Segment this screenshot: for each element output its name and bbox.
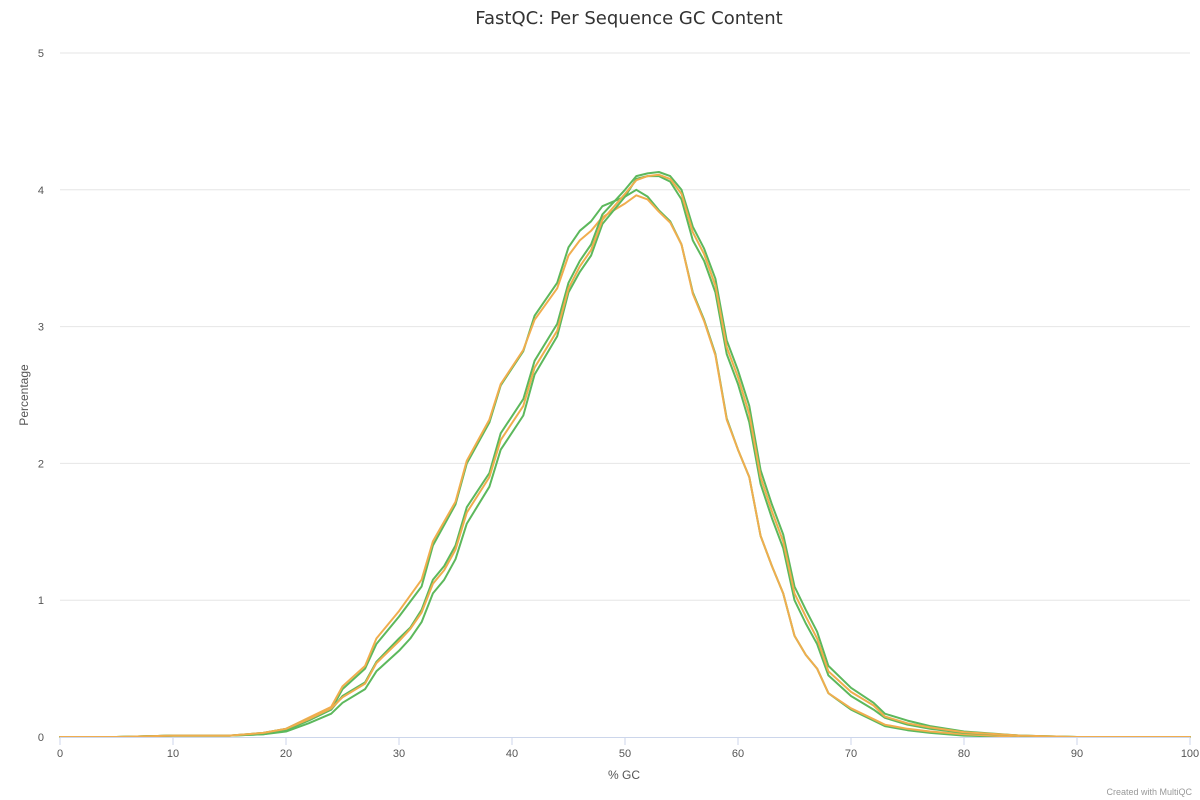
series-line-2[interactable] xyxy=(59,194,1191,738)
y-axis-title: Percentage xyxy=(17,364,31,426)
series-line-5[interactable] xyxy=(59,173,1191,738)
x-tick-label: 30 xyxy=(393,748,405,760)
y-tick-label: 0 xyxy=(38,732,44,744)
x-tick-label: 80 xyxy=(958,748,970,760)
series-line-4[interactable] xyxy=(59,171,1191,738)
x-tick-label: 0 xyxy=(57,748,63,760)
x-tick-label: 10 xyxy=(167,748,179,760)
x-tick-label: 20 xyxy=(280,748,292,760)
y-tick-label: 1 xyxy=(38,595,44,607)
y-tick-label: 3 xyxy=(38,322,44,334)
x-axis-title: % GC xyxy=(608,768,640,782)
x-tick-label: 50 xyxy=(619,748,631,760)
y-tick-label: 5 xyxy=(38,48,44,60)
multiqc-credit-link[interactable]: Created with MultiQC xyxy=(1106,787,1192,797)
x-tick-label: 40 xyxy=(506,748,518,760)
y-tick-label: 4 xyxy=(38,185,44,197)
grid xyxy=(60,52,1190,601)
y-axis-ticks: 0 1 2 3 4 5 xyxy=(38,48,44,744)
series-lines xyxy=(59,171,1191,738)
x-tick-label: 60 xyxy=(732,748,744,760)
x-tick-label: 70 xyxy=(845,748,857,760)
x-tick-label: 90 xyxy=(1071,748,1083,760)
series-line-3[interactable] xyxy=(59,175,1191,738)
chart-title: FastQC: Per Sequence GC Content xyxy=(475,8,782,29)
x-axis-ticks: 0 10 20 30 40 50 60 70 80 90 100 xyxy=(57,737,1199,760)
y-tick-label: 2 xyxy=(38,458,44,470)
x-tick-label: 100 xyxy=(1181,748,1199,760)
